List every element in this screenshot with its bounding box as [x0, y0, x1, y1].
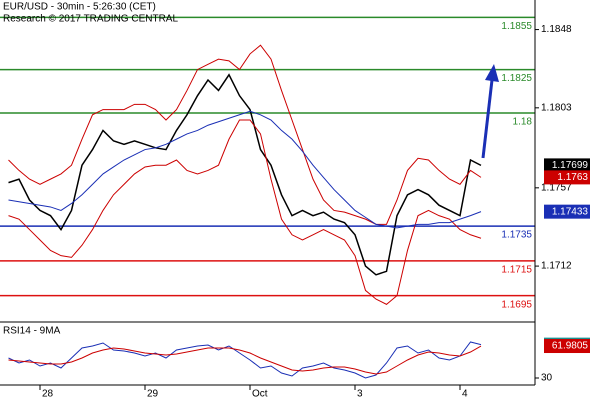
price-tag-label: 1.17433: [552, 206, 589, 217]
series-line: [8, 110, 482, 229]
x-tick-label: 28: [42, 389, 54, 400]
y-tick-label: 30: [541, 373, 553, 384]
plot: [0, 16, 535, 379]
x-tick-label: 29: [147, 389, 159, 400]
x-tick-label: 3: [357, 389, 363, 400]
level-label: 1.1825: [501, 73, 532, 84]
series-line: [8, 44, 482, 225]
y-tick-label: 1.1848: [541, 24, 572, 35]
level-label: 1.1695: [501, 299, 532, 310]
price-tag: [544, 158, 590, 173]
y-tick-label: 1.1803: [541, 102, 572, 113]
price-tag: [544, 170, 590, 185]
chart-title: EUR/USD - 30min - 5:26:30 (CET): [3, 2, 156, 13]
series-line: [8, 341, 482, 379]
x-tick-label: 4: [462, 389, 468, 400]
forecast-arrow-head: [485, 64, 499, 82]
rsi-title: RSI14 - 9MA: [3, 326, 61, 337]
price-tag-label: 1.17699: [552, 160, 589, 171]
series-line: [8, 119, 482, 305]
price-tag-label: 61.9805: [552, 341, 589, 352]
x-tick-label: Oct: [252, 389, 268, 400]
price-tag: [544, 204, 590, 219]
y-tick-label: 1.1712: [541, 261, 572, 272]
level-label: 1.18: [513, 117, 533, 128]
price-tag-label: 1.1763: [557, 172, 588, 183]
y-tick-label: 1.1757: [541, 182, 572, 193]
level-label: 1.1855: [501, 21, 532, 32]
level-label: 1.1715: [501, 265, 532, 276]
level-label: 1.1735: [501, 230, 532, 241]
series-line: [8, 73, 482, 276]
forecast-arrow: [481, 79, 494, 159]
source: Research © 2017 TRADING CENTRAL: [3, 14, 178, 25]
price-tag: [544, 339, 590, 354]
series-line: [8, 345, 482, 375]
